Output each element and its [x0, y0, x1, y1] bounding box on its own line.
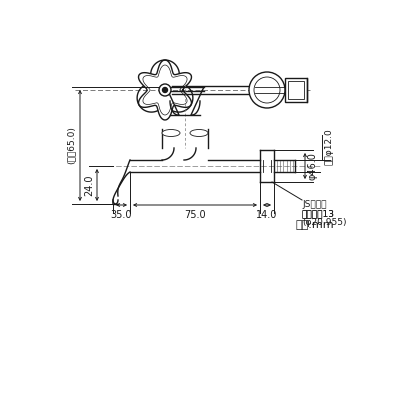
Text: 14.0: 14.0 — [256, 210, 278, 220]
Text: 取付ねぬ13: 取付ねぬ13 — [302, 209, 335, 218]
Text: JS給水栓: JS給水栓 — [302, 200, 326, 209]
Text: 75.0: 75.0 — [184, 210, 206, 220]
Circle shape — [249, 72, 285, 108]
Circle shape — [162, 88, 168, 92]
Ellipse shape — [162, 130, 180, 136]
Text: 取付ねぬ13: 取付ねぬ13 — [302, 209, 335, 218]
Text: φ46.0: φ46.0 — [308, 152, 318, 180]
Bar — [288, 81, 304, 99]
Text: (最大65.0): (最大65.0) — [67, 126, 76, 164]
Circle shape — [159, 84, 171, 96]
Bar — [285, 78, 307, 102]
Text: 24.0: 24.0 — [84, 174, 94, 196]
Ellipse shape — [190, 130, 208, 136]
Text: (φ20.955): (φ20.955) — [302, 218, 346, 227]
Circle shape — [254, 77, 280, 103]
Text: 単位:mm: 単位:mm — [295, 220, 334, 230]
Text: 35.0: 35.0 — [111, 210, 132, 220]
Text: 内径φ12.0: 内径φ12.0 — [324, 129, 333, 165]
